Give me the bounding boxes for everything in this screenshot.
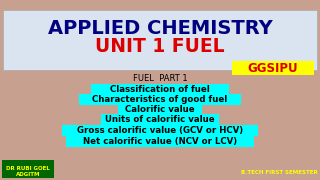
Text: UNIT 1 FUEL: UNIT 1 FUEL [95, 37, 225, 57]
FancyBboxPatch shape [62, 125, 258, 136]
FancyBboxPatch shape [3, 10, 317, 70]
FancyBboxPatch shape [232, 61, 314, 75]
Text: Calorific value: Calorific value [125, 105, 195, 114]
Text: FUEL  PART 1: FUEL PART 1 [133, 74, 187, 83]
FancyBboxPatch shape [91, 84, 229, 95]
FancyBboxPatch shape [118, 104, 202, 115]
Text: DR RUBI GOEL: DR RUBI GOEL [6, 165, 50, 170]
FancyBboxPatch shape [2, 160, 54, 178]
Text: ADGITM: ADGITM [16, 172, 40, 177]
FancyBboxPatch shape [66, 136, 254, 147]
FancyBboxPatch shape [101, 114, 219, 125]
Text: Classification of fuel: Classification of fuel [110, 85, 210, 94]
Text: Net calorific value (NCV or LCV): Net calorific value (NCV or LCV) [83, 137, 237, 146]
Text: Gross calorific value (GCV or HCV): Gross calorific value (GCV or HCV) [77, 126, 243, 135]
Text: GGSIPU: GGSIPU [248, 62, 298, 75]
Text: B.TECH FIRST SEMESTER: B.TECH FIRST SEMESTER [241, 170, 318, 174]
Text: APPLIED CHEMISTRY: APPLIED CHEMISTRY [48, 19, 272, 37]
Text: Characteristics of good fuel: Characteristics of good fuel [92, 95, 228, 104]
Text: Units of calorific value: Units of calorific value [105, 115, 215, 124]
FancyBboxPatch shape [79, 94, 241, 105]
